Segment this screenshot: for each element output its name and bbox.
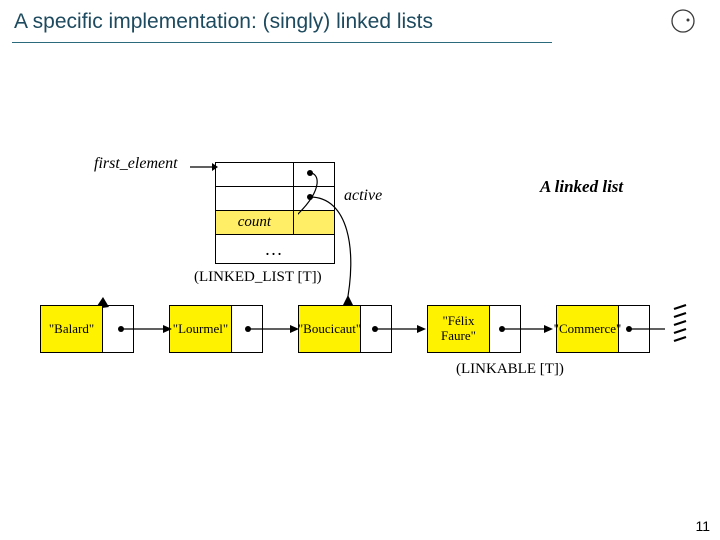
header-count-value	[294, 211, 334, 234]
node-ptr	[361, 306, 391, 352]
slide-title: A specific implementation: (singly) link…	[14, 10, 433, 34]
list-node: "Balard"	[40, 305, 134, 353]
active-label: active	[344, 187, 382, 205]
header-row-first	[215, 162, 335, 186]
header-row-count: count	[215, 210, 335, 234]
list-node: "Commerce"	[556, 305, 650, 353]
node-value: "Balard"	[41, 306, 103, 352]
header-dots: …	[265, 239, 286, 260]
list-node: "Félix Faure"	[427, 305, 521, 353]
header-first-element-cell	[216, 163, 294, 186]
header-row-dots: …	[215, 234, 335, 264]
node-ptr	[490, 306, 520, 352]
linkable-type-label: (LINKABLE [T])	[456, 361, 564, 378]
eiffel-logo	[670, 8, 696, 34]
node-ptr	[103, 306, 133, 352]
node-value: "Félix Faure"	[428, 306, 490, 352]
eiffel-circle-icon	[670, 8, 696, 34]
node-ptr	[232, 306, 262, 352]
header-count-cell: count	[216, 211, 294, 234]
list-node: "Boucicaut"	[298, 305, 392, 353]
terminator-icon	[672, 303, 692, 347]
linked-list-diagram: first_element count … active (LINKED_LIS…	[40, 145, 690, 405]
header-active-cell	[216, 187, 294, 210]
header-struct: count …	[215, 162, 335, 264]
header-row-active	[215, 186, 335, 210]
header-first-element-ptr	[294, 163, 334, 186]
node-value: "Lourmel"	[170, 306, 232, 352]
node-value: "Commerce"	[557, 306, 619, 352]
first-element-label: first_element	[94, 155, 178, 173]
diagram-caption: A linked list	[540, 177, 623, 197]
title-underline	[12, 42, 552, 43]
linked-list-type-label: (LINKED_LIST [T])	[194, 269, 322, 286]
first-element-arrow-icon	[190, 161, 218, 173]
header-active-ptr	[294, 187, 334, 210]
node-row: "Balard" "Lourmel" "Boucicaut" "Félix Fa…	[40, 305, 650, 353]
node-ptr	[619, 306, 649, 352]
list-node: "Lourmel"	[169, 305, 263, 353]
count-label: count	[238, 214, 271, 231]
page-number: 11	[695, 518, 710, 534]
node-value: "Boucicaut"	[299, 306, 361, 352]
